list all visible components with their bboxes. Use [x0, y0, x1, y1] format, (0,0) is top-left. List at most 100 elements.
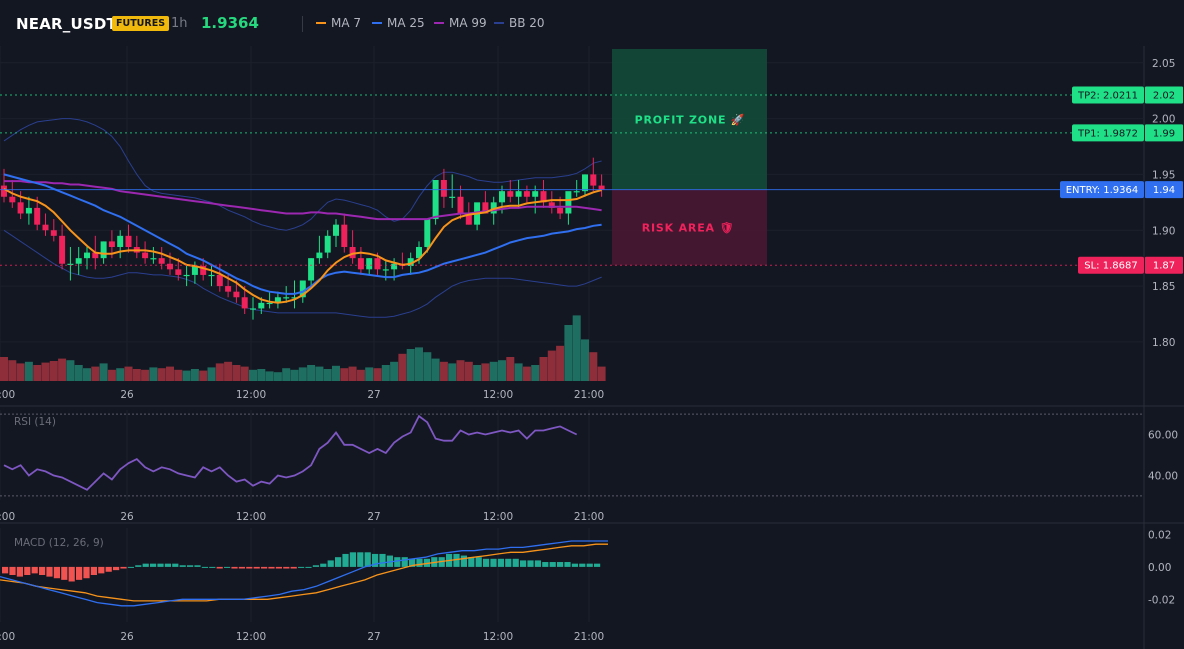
symbol-name[interactable]: NEAR_USDT: [16, 15, 117, 33]
candle-body: [432, 180, 439, 220]
main-time-label: 12:00: [483, 389, 513, 401]
macd-histogram-bar: [76, 566, 83, 580]
macd-histogram-bar: [379, 553, 386, 567]
macd-histogram-bar: [416, 558, 423, 567]
volume-bar: [199, 370, 208, 381]
volume-bar: [149, 367, 158, 381]
macd-histogram-bar: [542, 562, 549, 567]
volume-bar: [356, 369, 365, 381]
macd-histogram-bar: [194, 565, 201, 567]
volume-bar: [83, 368, 91, 381]
macd-histogram-bar: [135, 565, 142, 567]
legend-ma25-label: MA 25: [387, 16, 425, 30]
tp1-level-label: TP1: 1.9872: [1077, 128, 1138, 139]
volume-bar: [41, 362, 50, 381]
volume-bar: [116, 368, 125, 381]
volume-bar: [365, 367, 374, 381]
macd-histogram-bar: [9, 566, 16, 575]
candle-body: [382, 269, 389, 271]
volume-bar: [265, 371, 274, 381]
volume-bar: [456, 360, 465, 381]
volume-bar: [431, 358, 440, 381]
candle-body: [266, 302, 273, 305]
candle-body: [175, 269, 182, 275]
rsi-tick-label: 40.00: [1148, 470, 1178, 482]
macd-histogram-bar: [61, 566, 68, 580]
tp2-axis-tag: [1145, 86, 1183, 104]
legend-ma25[interactable]: MA 25: [372, 16, 425, 30]
trade-zones: PROFIT ZONE 🚀 RISK AREA 🛡: [612, 49, 767, 266]
candle-body: [208, 274, 215, 277]
macd-histogram-bar: [571, 563, 578, 567]
legend-ma7[interactable]: MA 7: [316, 16, 361, 30]
candle-body: [465, 213, 472, 225]
macd-histogram-bar: [327, 560, 334, 567]
candle-body: [142, 252, 149, 259]
candle-body: [108, 241, 115, 247]
price-tick-label: 1.80: [1152, 337, 1175, 349]
legend-ma99-label: MA 99: [449, 16, 487, 30]
candle-body: [565, 191, 572, 214]
volume-bar: [141, 369, 150, 381]
macd-histogram-bar: [83, 566, 90, 579]
volume-bar: [373, 368, 382, 381]
volume-bar: [348, 366, 357, 381]
candle-body: [241, 297, 248, 309]
macd-histogram-bar: [527, 560, 534, 567]
macd-histogram-bar: [386, 555, 393, 567]
main-time-label: 12:00: [0, 389, 15, 401]
macd-histogram-bar: [586, 563, 593, 567]
candle-body: [424, 219, 431, 247]
volume-bar: [315, 366, 324, 381]
macd-histogram-bar: [305, 566, 312, 568]
legend-ma99[interactable]: MA 99: [434, 16, 487, 30]
tp1-level-tag: [1072, 124, 1144, 142]
candle-body: [482, 202, 489, 214]
volume-bar: [323, 369, 332, 381]
volume-bar: [481, 363, 490, 381]
risk-zone: [612, 189, 767, 266]
candle-body: [183, 274, 190, 277]
legend-bb20[interactable]: BB 20: [494, 16, 545, 30]
ma25-swatch-icon: [372, 21, 382, 24]
volume-bar: [49, 361, 58, 381]
macd-histogram-bar: [246, 566, 253, 569]
main-time-label: 12:00: [236, 389, 266, 401]
volume-bar: [124, 366, 133, 381]
volume-bar: [564, 325, 573, 381]
volume-bar: [390, 361, 399, 381]
chart-grid: [0, 46, 1184, 649]
macd-time-label: 26: [120, 631, 134, 643]
candle-body: [67, 263, 74, 265]
candle-body: [416, 247, 422, 259]
macd-histogram-bar: [261, 566, 268, 569]
macd-tick-label: 0.00: [1148, 562, 1171, 574]
volume-bar: [464, 361, 473, 381]
volume-bar: [340, 368, 349, 381]
volume-bar: [448, 363, 457, 381]
macd-histogram-bar: [512, 558, 519, 567]
volume-bars: [0, 315, 606, 381]
macd-histogram-bar: [475, 557, 482, 567]
candle-body: [391, 263, 398, 270]
rsi-time-label: 12:00: [483, 511, 513, 523]
macd-histogram-bar: [453, 553, 460, 567]
ma7-swatch-icon: [316, 21, 326, 24]
candle-body: [274, 297, 281, 303]
timeframe-selector[interactable]: 1h: [171, 16, 188, 31]
macd-histogram-bar: [460, 555, 467, 567]
ma99-line: [4, 180, 602, 221]
candle-body: [449, 196, 456, 198]
macd-line: [0, 540, 608, 607]
volume-bar: [290, 369, 299, 381]
macd-histogram-bar: [349, 552, 356, 567]
candle-body: [167, 263, 173, 270]
candle-body: [598, 185, 605, 190]
volume-bar: [423, 352, 432, 381]
macd-histogram-bar: [253, 566, 260, 569]
candle-body: [225, 286, 232, 292]
volume-bar: [381, 365, 390, 381]
macd-time-label: 12:00: [0, 631, 15, 643]
volume-bar: [506, 357, 515, 381]
